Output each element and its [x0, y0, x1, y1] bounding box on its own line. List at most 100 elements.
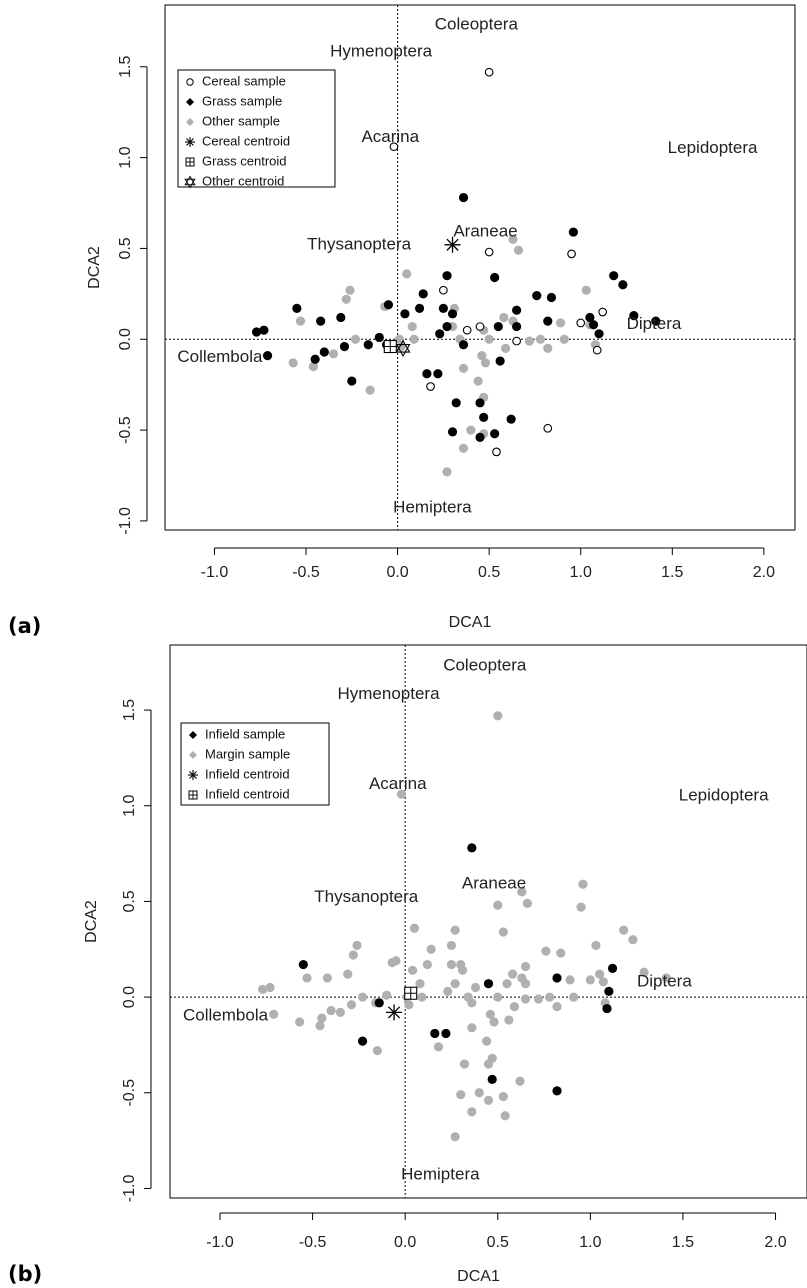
series-grass-sample	[251, 192, 661, 442]
data-point	[552, 1086, 562, 1096]
data-point	[466, 425, 476, 435]
data-point	[310, 354, 320, 364]
data-point	[302, 973, 312, 983]
data-point	[404, 1000, 414, 1010]
data-point	[446, 940, 457, 951]
data-point	[556, 948, 566, 958]
legend: Cereal sample Grass sample Other sample Cer…	[177, 69, 336, 189]
data-point	[343, 969, 353, 979]
data-point	[490, 429, 500, 439]
data-point	[446, 959, 457, 970]
data-point	[442, 467, 452, 477]
data-point	[480, 358, 491, 368]
taxon-label-hymenoptera: Hymenoptera	[337, 684, 440, 703]
data-point	[443, 986, 453, 996]
x-tick-label: -0.5	[299, 1234, 327, 1251]
data-point	[508, 234, 518, 244]
taxon-label-hemiptera: Hemiptera	[393, 498, 472, 517]
legend-marker	[188, 770, 198, 780]
data-point	[568, 227, 579, 237]
data-point	[347, 376, 357, 386]
data-point	[609, 271, 619, 281]
data-point	[482, 1036, 492, 1046]
data-point	[487, 1053, 497, 1063]
data-point	[512, 321, 522, 332]
data-point	[532, 291, 542, 301]
data-point	[509, 1002, 520, 1012]
data-point	[438, 303, 448, 313]
legend-marker	[185, 157, 195, 167]
data-point	[372, 1046, 382, 1056]
data-point	[520, 994, 531, 1004]
taxon-label-collembola: Collembola	[183, 1006, 269, 1025]
x-tick-label: 1.0	[579, 1234, 601, 1251]
legend-label: Cereal sample	[202, 73, 286, 88]
taxon-label-araneae: Araneae	[462, 874, 526, 893]
data-point	[407, 965, 418, 975]
y-tick-label: 1.5	[121, 699, 138, 721]
plot-frame	[164, 4, 796, 531]
data-point	[513, 245, 524, 255]
centroid-grass-centroid	[383, 339, 397, 354]
data-point	[336, 312, 346, 323]
data-point	[569, 992, 579, 1002]
data-point	[552, 1002, 562, 1012]
data-point	[474, 1088, 484, 1098]
y-tick-label: 0.0	[121, 986, 138, 1008]
legend-label: Infield sample	[205, 726, 285, 741]
x-tick-label: -1.0	[201, 564, 229, 581]
legend-label: Infield centroid	[205, 786, 290, 801]
data-point	[350, 334, 361, 344]
x-tick-label: 0.5	[487, 1234, 509, 1251]
data-point	[396, 789, 407, 799]
data-point	[422, 369, 432, 379]
taxon-label-thysanoptera: Thysanoptera	[307, 234, 411, 253]
data-point	[352, 940, 362, 951]
plot-area	[257, 711, 671, 1142]
data-point	[489, 1017, 499, 1027]
y-axis-label: DCA2	[83, 900, 100, 943]
legend-marker	[186, 78, 194, 86]
legend-label: Infield centroid	[205, 766, 290, 781]
x-tick-label: 2.0	[764, 1234, 786, 1251]
x-tick-label: 0.0	[394, 1234, 416, 1251]
data-point	[363, 340, 373, 350]
taxon-label-acarina: Acarina	[361, 127, 419, 146]
data-point	[520, 979, 531, 989]
data-point	[585, 975, 595, 985]
data-point	[477, 351, 487, 361]
legend-marker	[188, 790, 198, 800]
data-point	[407, 321, 417, 332]
data-point	[490, 272, 500, 283]
centroid-infield-centroid	[404, 986, 418, 1000]
data-point	[515, 1076, 525, 1086]
data-point	[447, 427, 458, 437]
data-point	[458, 443, 469, 453]
data-point	[629, 311, 639, 321]
data-point	[475, 322, 485, 331]
data-point	[484, 247, 494, 257]
data-point	[485, 1009, 495, 1019]
data-point	[458, 363, 469, 373]
data-point	[308, 361, 318, 372]
data-point	[288, 358, 298, 368]
data-point	[619, 925, 629, 935]
data-point	[592, 345, 602, 355]
data-point	[328, 349, 339, 359]
legend-label: Grass sample	[202, 93, 282, 108]
x-tick-label: 0.5	[478, 564, 500, 581]
data-point	[422, 959, 432, 970]
data-point	[498, 927, 508, 937]
data-point	[459, 1059, 470, 1069]
data-point	[628, 935, 638, 945]
data-point	[417, 992, 427, 1002]
x-tick-label: 1.5	[672, 1234, 694, 1251]
data-point	[426, 944, 436, 954]
data-point	[604, 986, 614, 996]
data-point	[259, 325, 269, 335]
x-tick-label: -1.0	[206, 1234, 234, 1251]
legend-marker	[186, 98, 194, 106]
data-point	[506, 414, 516, 424]
legend-label: Margin sample	[205, 746, 290, 761]
